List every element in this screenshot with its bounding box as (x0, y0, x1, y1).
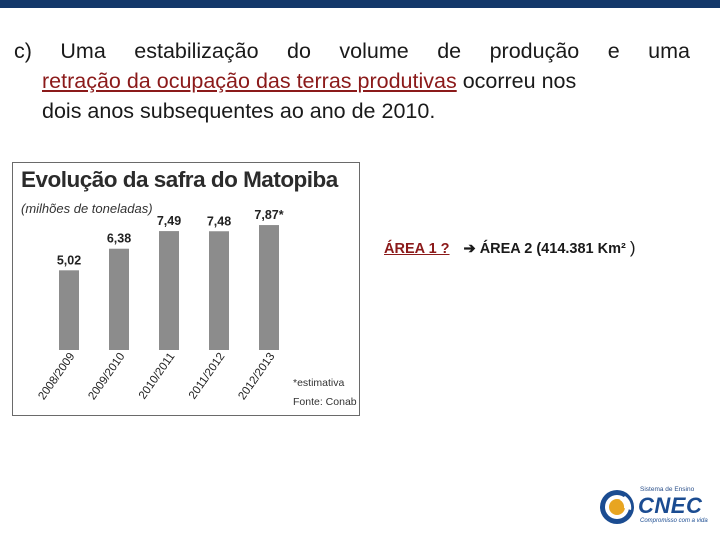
bar-2010-2011 (159, 231, 179, 350)
area-2-close-paren: ) (629, 238, 636, 257)
category-tick-label: 2008/2009 (36, 351, 77, 402)
chart-plot: 5,02 2008/2009 6,38 2009/2010 7,49 2010/2011 7… (36, 208, 357, 408)
paragraph-line-2-rest: ocorreu nos (456, 69, 577, 93)
chart-footnote: *estimativa (293, 377, 345, 389)
category-tick-label: 2009/2010 (86, 351, 127, 402)
logo-brand: CNEC (638, 493, 703, 518)
cnec-logo: Sistema de Ensino CNEC Compromisso com a… (596, 484, 708, 530)
bar-value-label: 7,87* (254, 208, 283, 222)
chart-subtitle: (milhões de toneladas) (21, 201, 153, 216)
bar-value-label: 5,02 (57, 253, 81, 267)
area-1-label: ÁREA 1 ? (384, 241, 450, 257)
logo-system-label: Sistema de Ensino (640, 486, 695, 493)
harvest-chart: Evolução da safra do Matopiba (milhões d… (12, 162, 360, 416)
bar-2009-2010 (109, 248, 129, 350)
paragraph-line-1: c) Uma estabilização do volume de produç… (14, 39, 690, 63)
bar-value-label: 6,38 (107, 232, 131, 246)
bar-2012-2013 (259, 225, 279, 350)
category-tick-label: 2012/2013 (236, 351, 277, 402)
bar-2011-2012 (209, 231, 229, 350)
top-accent-bar (0, 0, 720, 8)
bar-value-label: 7,49 (157, 214, 181, 228)
logo-tagline: Compromisso com a vida (640, 518, 708, 524)
cnec-logo-mark-icon (600, 490, 634, 524)
chart-source: Fonte: Conab (293, 396, 357, 408)
category-tick-label: 2010/2011 (137, 351, 178, 402)
chart-title: Evolução da safra do Matopiba (21, 167, 338, 192)
area-note: ÁREA 1 ? ➔ ÁREA 2 (414.381 Km² ) (384, 238, 636, 258)
bar-value-label: 7,48 (207, 214, 231, 228)
category-tick-label: 2011/2012 (187, 351, 228, 402)
bar-2008-2009 (59, 270, 79, 350)
question-paragraph: c) Uma estabilização do volume de produç… (14, 36, 690, 126)
arrow-right-icon: ➔ (463, 241, 476, 257)
paragraph-line-3: dois anos subsequentes ao ano de 2010. (42, 99, 436, 123)
underlined-phrase: retração da ocupação das terras produtiv… (42, 69, 457, 93)
area-2-label: ÁREA 2 (414.381 Km² (479, 241, 626, 257)
paragraph-line-2: retração da ocupação das terras produtiv… (14, 66, 690, 96)
